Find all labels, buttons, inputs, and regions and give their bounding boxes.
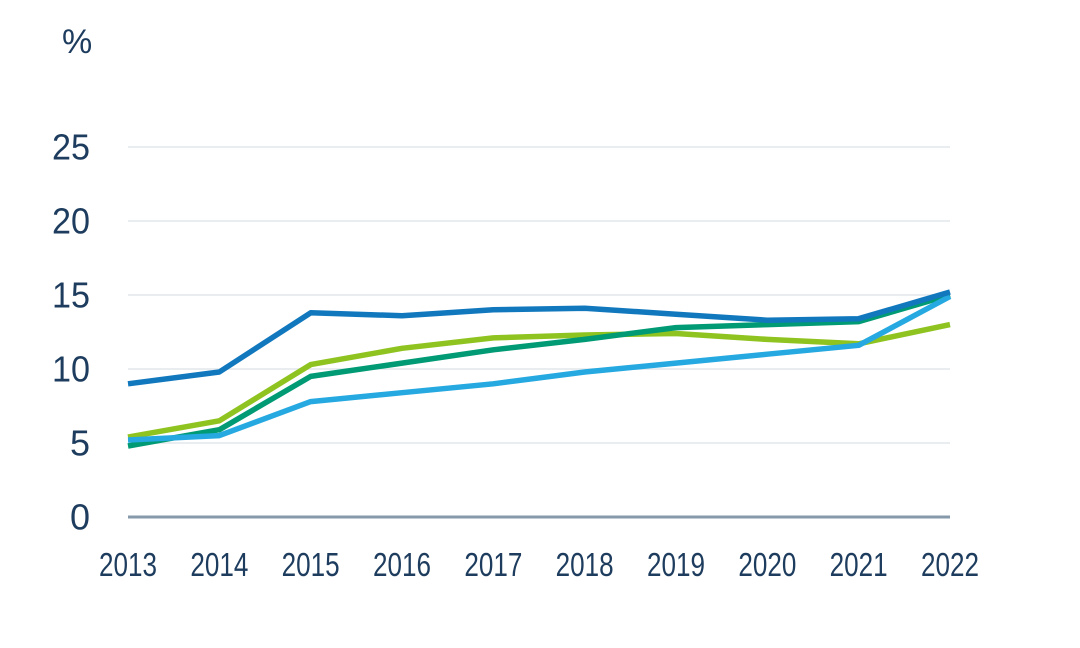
x-tick-label-2019: 2019: [647, 546, 705, 583]
x-axis-tick-labels: 2013 2014 2015 2016 2017 2018 2019 2020 2021 2022: [99, 546, 979, 583]
y-tick-label-0: 0: [70, 497, 90, 538]
y-tick-label-20: 20: [52, 201, 90, 242]
y-tick-label-10: 10: [52, 349, 90, 390]
y-tick-label-25: 25: [52, 127, 90, 168]
light-green-series: [127, 321, 951, 440]
gridlines: [128, 146, 950, 444]
x-tick-label-2016: 2016: [373, 546, 431, 583]
y-axis-unit-label: %: [62, 23, 93, 61]
x-tick-label-2014: 2014: [190, 546, 248, 583]
y-tick-label-5: 5: [70, 423, 90, 464]
x-tick-label-2022: 2022: [921, 546, 979, 583]
series-lines: [127, 289, 952, 449]
x-tick-label-2018: 2018: [556, 546, 614, 583]
x-tick-label-2020: 2020: [738, 546, 796, 583]
dark-blue-series: [127, 289, 951, 387]
dark-green-series: [127, 292, 951, 449]
x-tick-label-2017: 2017: [464, 546, 522, 583]
y-tick-label-15: 15: [52, 275, 90, 316]
x-tick-label-2015: 2015: [282, 546, 340, 583]
x-tick-label-2013: 2013: [99, 546, 157, 583]
x-tick-label-2021: 2021: [830, 546, 888, 583]
light-blue-series: [127, 294, 952, 443]
y-axis-tick-labels: 0 5 10 15 20 25: [52, 127, 90, 538]
